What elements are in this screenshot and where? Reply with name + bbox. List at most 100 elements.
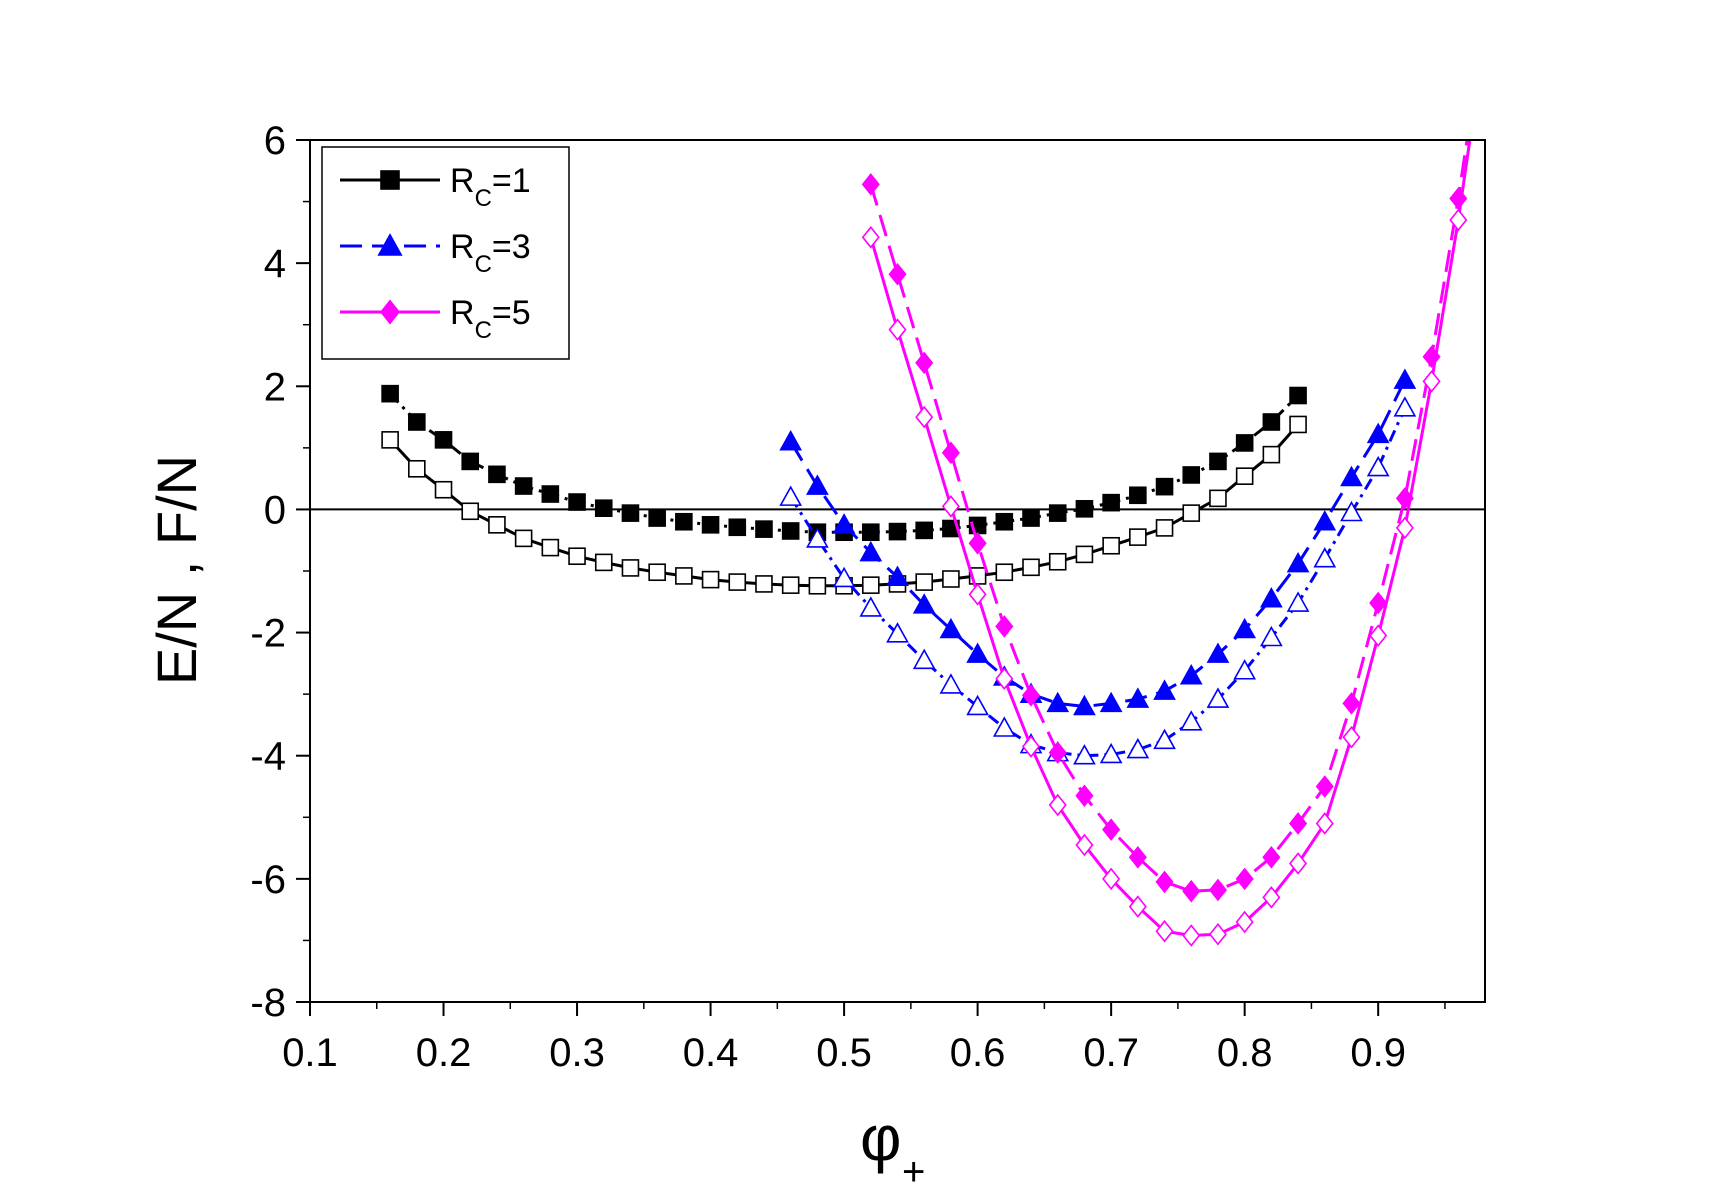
data-point [1209, 452, 1227, 471]
data-point [832, 566, 856, 588]
data-point [915, 573, 934, 591]
data-point [568, 493, 586, 511]
x-tick-label: 0.5 [816, 1031, 872, 1075]
data-point [728, 573, 747, 591]
data-point [1048, 793, 1067, 817]
data-point [1393, 396, 1417, 417]
data-point [1342, 725, 1361, 749]
data-point [1129, 486, 1147, 505]
data-point [781, 522, 800, 540]
data-point [1102, 818, 1121, 841]
data-point [1208, 878, 1227, 902]
series-line [869, 140, 1469, 893]
data-point [1153, 679, 1176, 700]
data-point [861, 523, 880, 542]
y-tick-label: 6 [264, 119, 286, 163]
data-point [968, 583, 987, 606]
data-point [1022, 558, 1040, 577]
data-point [995, 563, 1014, 582]
data-point [1206, 687, 1230, 708]
data-point [514, 477, 533, 495]
data-point [886, 565, 909, 586]
data-point [941, 441, 960, 465]
data-point [1126, 737, 1150, 759]
data-point [888, 318, 907, 341]
data-point [912, 593, 936, 614]
data-point [1342, 692, 1361, 715]
data-point [1209, 489, 1227, 508]
legend-label: RC=1 [450, 162, 531, 212]
data-point [1313, 510, 1337, 531]
data-point [1260, 587, 1283, 608]
x-tick-label: 0.3 [549, 1031, 605, 1075]
data-point [781, 576, 800, 594]
x-tick-label: 0.2 [416, 1031, 472, 1075]
data-point [1182, 924, 1201, 947]
data-point [939, 617, 963, 639]
legend-entry-3: RC=5 [340, 294, 531, 344]
data-point [1315, 812, 1334, 835]
data-point [1369, 624, 1388, 647]
data-point [1289, 415, 1307, 434]
data-point [861, 226, 880, 249]
data-point [859, 596, 883, 617]
data-point [992, 716, 1016, 737]
data-point [1046, 691, 1070, 713]
x-tick-label: 0.9 [1350, 1031, 1406, 1075]
data-point [594, 499, 613, 517]
data-point [1129, 528, 1147, 546]
data-point [1233, 659, 1257, 680]
data-point [1464, 99, 1480, 119]
data-point [408, 459, 426, 478]
series-4 [779, 396, 1417, 765]
x-tick-label: 0.6 [950, 1031, 1006, 1075]
data-point [621, 559, 640, 577]
data-point [1073, 694, 1096, 716]
series-6 [861, 118, 1480, 947]
data-point [1102, 536, 1120, 555]
legend-marker [377, 233, 403, 256]
data-point [888, 262, 907, 286]
legend-entry-1: RC=1 [340, 162, 531, 212]
data-point [728, 518, 747, 537]
data-point [1073, 744, 1096, 765]
data-point [488, 516, 506, 534]
data-point [1262, 886, 1281, 909]
data-point [541, 485, 560, 503]
data-point [1422, 370, 1441, 393]
data-point [1099, 691, 1123, 713]
series-line [789, 379, 1407, 709]
x-tick-label: 0.8 [1217, 1031, 1273, 1075]
legend-label: RC=5 [450, 294, 531, 344]
y-tick-label: 0 [264, 488, 286, 532]
data-point [1128, 895, 1147, 918]
data-point [408, 413, 426, 431]
series-5 [861, 99, 1480, 903]
data-point [1464, 118, 1480, 138]
data-point [779, 430, 803, 451]
data-point [675, 567, 693, 585]
y-tick-label: -4 [250, 735, 286, 779]
data-point [1235, 467, 1254, 485]
y-axis-title: E/N , F/N [145, 455, 208, 685]
data-point [1395, 516, 1414, 540]
data-point [1393, 368, 1417, 389]
data-point [1022, 509, 1040, 527]
data-point [806, 474, 829, 495]
data-point [1206, 642, 1230, 663]
y-tick-label: -2 [250, 612, 286, 656]
data-point [1289, 812, 1308, 835]
data-point [1262, 445, 1281, 464]
data-point [1155, 919, 1174, 943]
x-tick-label: 0.1 [282, 1031, 338, 1075]
data-point [941, 495, 960, 518]
data-point [1048, 741, 1067, 764]
data-point [915, 405, 934, 429]
y-tick-label: 4 [264, 242, 286, 286]
data-point [1208, 922, 1227, 946]
data-point [1155, 477, 1174, 496]
data-point [1340, 500, 1363, 522]
data-point [861, 173, 880, 196]
legend-label: RC=3 [450, 228, 531, 278]
